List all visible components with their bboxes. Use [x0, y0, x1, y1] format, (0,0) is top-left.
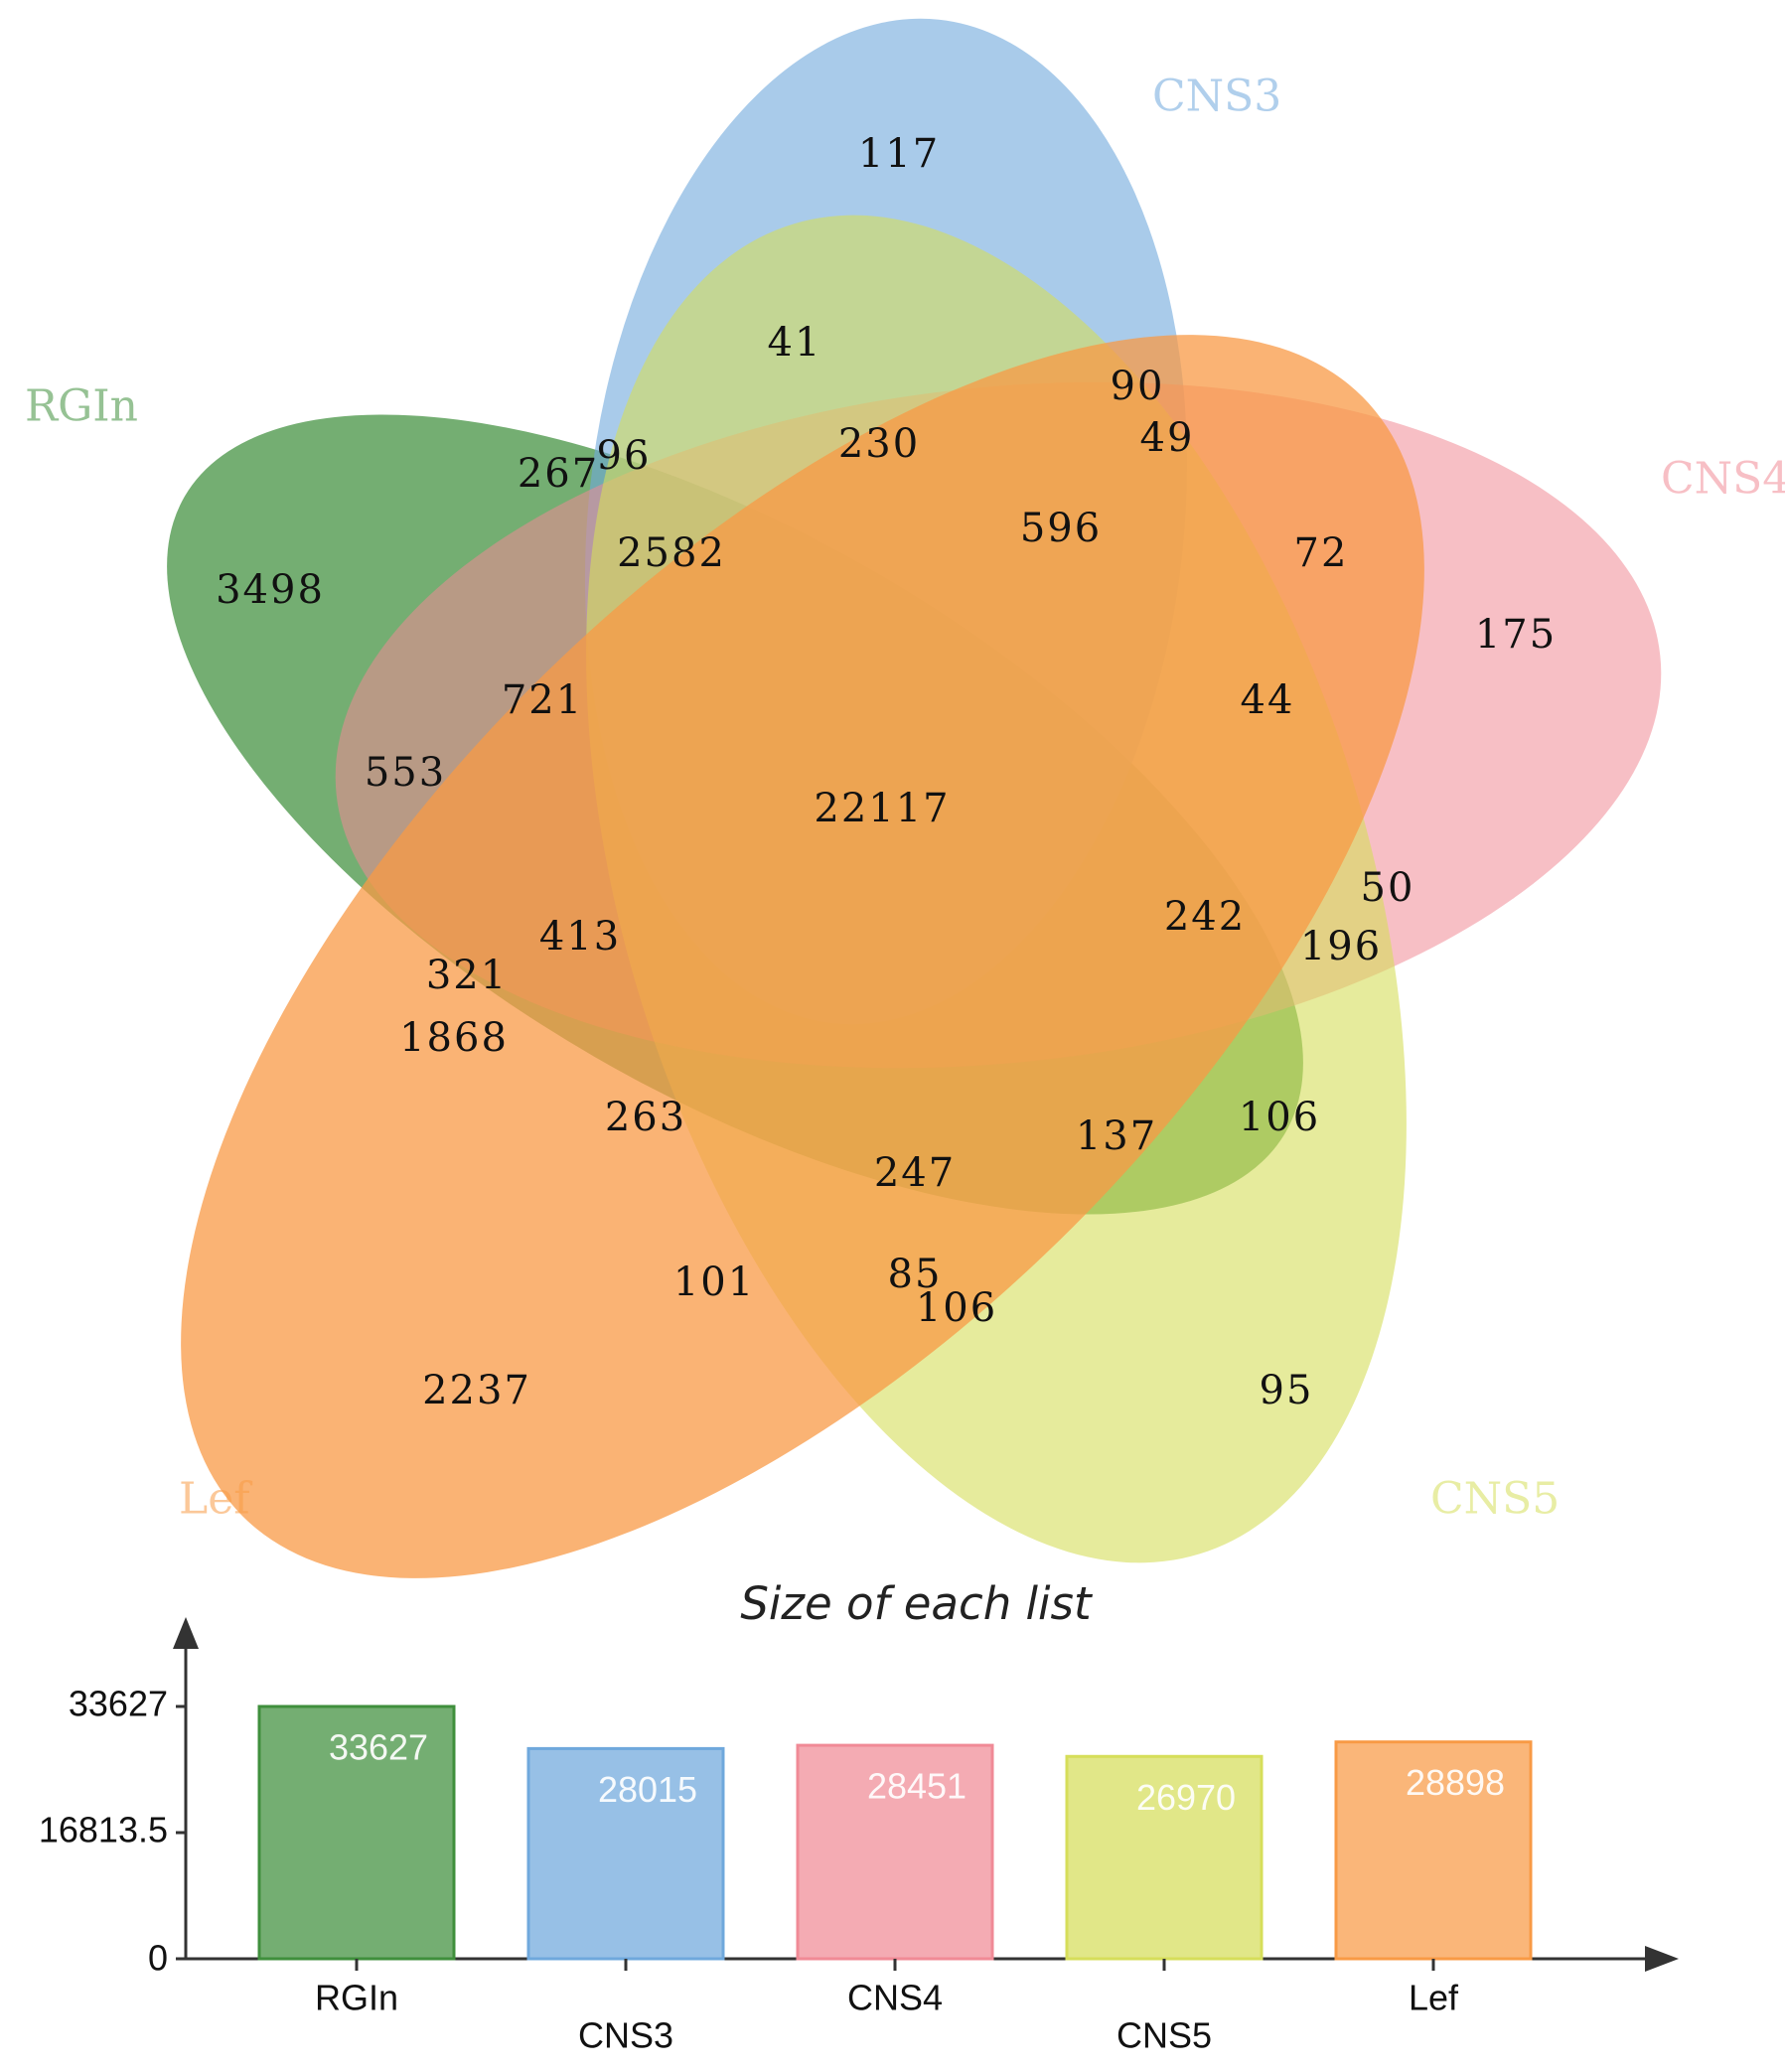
region-count: 596 — [1020, 506, 1102, 551]
region-count: 41 — [768, 320, 822, 366]
y-tick-label: 0 — [148, 1938, 168, 1979]
region-count: 263 — [605, 1095, 686, 1140]
bar-value-label: 33627 — [329, 1727, 428, 1768]
region-count: 175 — [1475, 612, 1557, 658]
region-count: 196 — [1300, 924, 1382, 969]
set-label-lef: Lef — [179, 1474, 252, 1525]
y-tick-label: 33627 — [69, 1684, 168, 1724]
region-count: 721 — [502, 677, 583, 723]
x-category-label: Lef — [1409, 1978, 1459, 2018]
region-count: 44 — [1241, 677, 1295, 723]
x-category-label: CNS5 — [1116, 2015, 1212, 2056]
region-count: 49 — [1140, 415, 1195, 461]
x-category-label: CNS4 — [847, 1978, 943, 2018]
venn-set-lef — [181, 335, 1424, 1578]
set-label-cns3: CNS3 — [1152, 72, 1281, 122]
bar-value-label: 26970 — [1136, 1777, 1236, 1818]
bar-cns4 — [796, 1743, 994, 1961]
region-count: 413 — [539, 914, 621, 960]
x-category-label: CNS3 — [578, 2015, 673, 2056]
bar-value-label: 28451 — [867, 1766, 967, 1807]
region-count: 247 — [874, 1150, 956, 1196]
y-tick-label: 16813.5 — [39, 1810, 168, 1850]
region-count: 96 — [597, 433, 652, 479]
set-label-cns4: CNS4 — [1661, 454, 1785, 505]
region-count: 85 — [888, 1252, 943, 1297]
bar-cns5 — [1065, 1754, 1264, 1961]
region-count: 117 — [858, 131, 940, 177]
region-count: 267 — [518, 451, 599, 497]
region-count: 137 — [1076, 1113, 1157, 1159]
region-count: 106 — [916, 1285, 997, 1331]
y-axis-ticks: 0 16813.5 33627 — [39, 1684, 186, 1979]
x-axis-arrow — [1645, 1946, 1679, 1972]
y-axis-arrow — [173, 1617, 199, 1649]
set-label-cns5: CNS5 — [1430, 1474, 1560, 1525]
region-count: 101 — [673, 1259, 755, 1305]
venn-ellipses — [167, 18, 1662, 1578]
venn-diagram: RGIn CNS3 CNS4 CNS5 Lef 117 41 90 49 230… — [25, 18, 1785, 1578]
bar-chart-title: Size of each list — [740, 1577, 1094, 1630]
bar-value-label: 28898 — [1406, 1762, 1505, 1803]
region-count: 2237 — [422, 1368, 531, 1413]
bar-chart: Size of each list 0 16813.5 33627 33627 RGI… — [39, 1577, 1679, 2056]
set-label-rgin: RGIn — [25, 381, 138, 432]
bar-rgin — [257, 1704, 456, 1961]
region-count: 3498 — [216, 567, 325, 613]
region-count: 50 — [1361, 865, 1415, 911]
region-count: 22117 — [814, 786, 950, 831]
region-count: 2582 — [617, 530, 726, 576]
region-count: 95 — [1260, 1368, 1314, 1413]
region-count: 1868 — [399, 1015, 509, 1061]
x-category-label: RGIn — [315, 1978, 398, 2018]
region-count: 72 — [1294, 530, 1349, 576]
bar-value-label: 28015 — [598, 1769, 697, 1810]
bars: 33627 RGIn 28015 CNS3 28451 CNS4 26970 CNS5 2889… — [257, 1704, 1533, 2056]
region-count: 106 — [1239, 1095, 1320, 1140]
region-count: 553 — [365, 750, 446, 796]
region-count: 90 — [1111, 364, 1165, 409]
region-count: 321 — [426, 953, 508, 998]
region-count: 230 — [838, 421, 920, 467]
region-count: 242 — [1164, 894, 1246, 940]
bar-lef — [1334, 1740, 1533, 1961]
